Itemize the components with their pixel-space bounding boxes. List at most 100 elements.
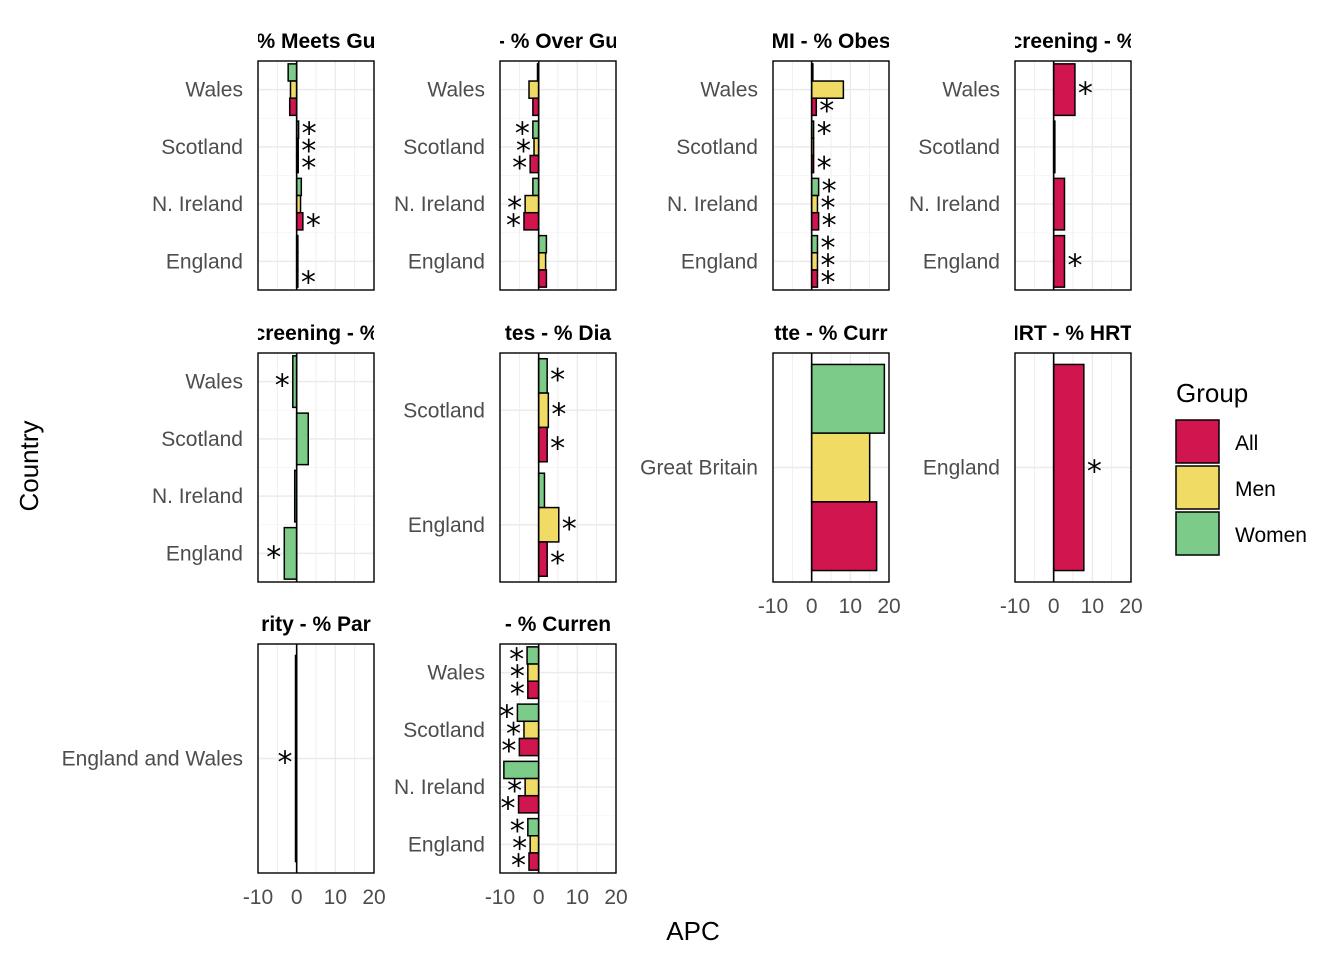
significance-marker: * xyxy=(507,191,522,226)
x-tick-label: 20 xyxy=(604,886,627,909)
facet-title: tes - % Dia xyxy=(505,322,612,345)
significance-marker: * xyxy=(1087,455,1102,490)
facet-title: % Meets Gu xyxy=(256,30,375,53)
bar-women xyxy=(526,646,540,665)
facet-title: rity - % Par xyxy=(261,613,371,636)
y-tick-label: Wales xyxy=(942,79,1000,102)
significance-marker: * xyxy=(820,248,835,283)
y-tick-label: Scotland xyxy=(161,136,243,159)
y-tick-label: England xyxy=(923,457,1000,480)
significance-marker: * xyxy=(822,208,837,243)
bar-women xyxy=(537,357,548,394)
bar-all xyxy=(518,737,540,757)
bar-men xyxy=(810,432,871,503)
significance-marker: * xyxy=(516,134,531,169)
y-tick-label: England xyxy=(408,514,485,537)
bar-all xyxy=(528,852,540,871)
bar-group xyxy=(1052,63,1076,288)
x-axis-title: APC xyxy=(666,916,719,946)
panel-border xyxy=(257,60,375,291)
significance-marker: * xyxy=(506,208,521,243)
y-tick-label: Scotland xyxy=(403,719,485,742)
bar-all xyxy=(537,541,548,578)
bar-women xyxy=(537,472,546,509)
significance-marker: * xyxy=(306,208,321,243)
x-tick-label: 10 xyxy=(839,595,862,618)
y-tick-label: N. Ireland xyxy=(394,776,485,799)
significance-marker: * xyxy=(266,540,281,575)
legend-label: All xyxy=(1235,432,1258,455)
y-tick-label: Scotland xyxy=(161,428,243,451)
x-tick-label: 10 xyxy=(1081,595,1104,618)
x-tick-label: 0 xyxy=(806,595,818,618)
bar-group xyxy=(810,363,886,572)
x-tick-label: -10 xyxy=(243,886,273,909)
significance-marker: * xyxy=(510,677,525,712)
y-tick-label: Scotland xyxy=(403,399,485,422)
y-tick-label: England xyxy=(408,833,485,856)
legend-key-women xyxy=(1175,511,1220,556)
bar-all xyxy=(288,97,298,117)
bar-men xyxy=(537,252,547,271)
bar-men xyxy=(289,80,298,99)
significance-marker: * xyxy=(507,774,522,809)
bar-women xyxy=(537,234,548,254)
x-tick-label: 10 xyxy=(566,886,589,909)
y-tick-label: N. Ireland xyxy=(909,193,1000,216)
bar-all xyxy=(810,501,878,572)
x-tick-label: 10 xyxy=(324,886,347,909)
x-tick-label: 20 xyxy=(877,595,900,618)
y-tick-label: N. Ireland xyxy=(152,193,243,216)
y-tick-label: Wales xyxy=(427,79,485,102)
legend-key-all xyxy=(1175,419,1220,464)
panel-border xyxy=(499,352,617,583)
facet-title: creening - % xyxy=(1011,30,1136,53)
y-tick-label: Scotland xyxy=(676,136,758,159)
y-tick-label: England xyxy=(166,542,243,565)
significance-marker: * xyxy=(551,397,566,432)
x-tick-label: -10 xyxy=(485,886,515,909)
significance-marker: * xyxy=(515,117,530,152)
significance-marker: * xyxy=(822,174,837,209)
significance-marker: * xyxy=(506,717,521,752)
legend: Group All Men Women xyxy=(1175,378,1307,556)
bar-women xyxy=(810,363,886,434)
y-tick-label: Wales xyxy=(185,371,243,394)
y-tick-label: Wales xyxy=(185,79,243,102)
facet-panel: rity - % Par * England and Wales -10 0 10 20 xyxy=(62,613,386,909)
facet-title: - % Curren xyxy=(505,613,611,636)
bar-men xyxy=(524,777,540,797)
significance-marker: * xyxy=(820,191,835,226)
facet-title: creening - % xyxy=(254,322,379,345)
legend-key-men xyxy=(1175,465,1220,510)
significance-marker: * xyxy=(301,134,316,169)
significance-marker: * xyxy=(817,117,832,152)
bar-all xyxy=(810,211,820,231)
x-tick-label: 20 xyxy=(1119,595,1142,618)
panel-border xyxy=(772,60,890,291)
bar-group xyxy=(537,357,560,578)
significance-marker: * xyxy=(302,117,317,152)
bar-all xyxy=(810,269,819,288)
bar-group xyxy=(1052,363,1085,572)
legend-label: Men xyxy=(1235,478,1276,501)
bar-men xyxy=(810,194,819,214)
y-tick-label: N. Ireland xyxy=(667,193,758,216)
bar-all xyxy=(527,680,540,700)
panel-border xyxy=(772,352,890,583)
legend-label: Women xyxy=(1235,524,1307,547)
x-tick-label: 0 xyxy=(291,886,303,909)
facet-title: tte - % Curr xyxy=(774,322,887,345)
bar-all xyxy=(1052,63,1076,117)
panel-border xyxy=(257,352,375,583)
significance-marker: * xyxy=(820,266,835,301)
facet-title: - % Over Gu xyxy=(498,30,618,53)
significance-marker: * xyxy=(510,660,525,695)
panel-border xyxy=(499,60,617,291)
y-tick-label: Scotland xyxy=(403,136,485,159)
bar-all xyxy=(1052,177,1066,231)
